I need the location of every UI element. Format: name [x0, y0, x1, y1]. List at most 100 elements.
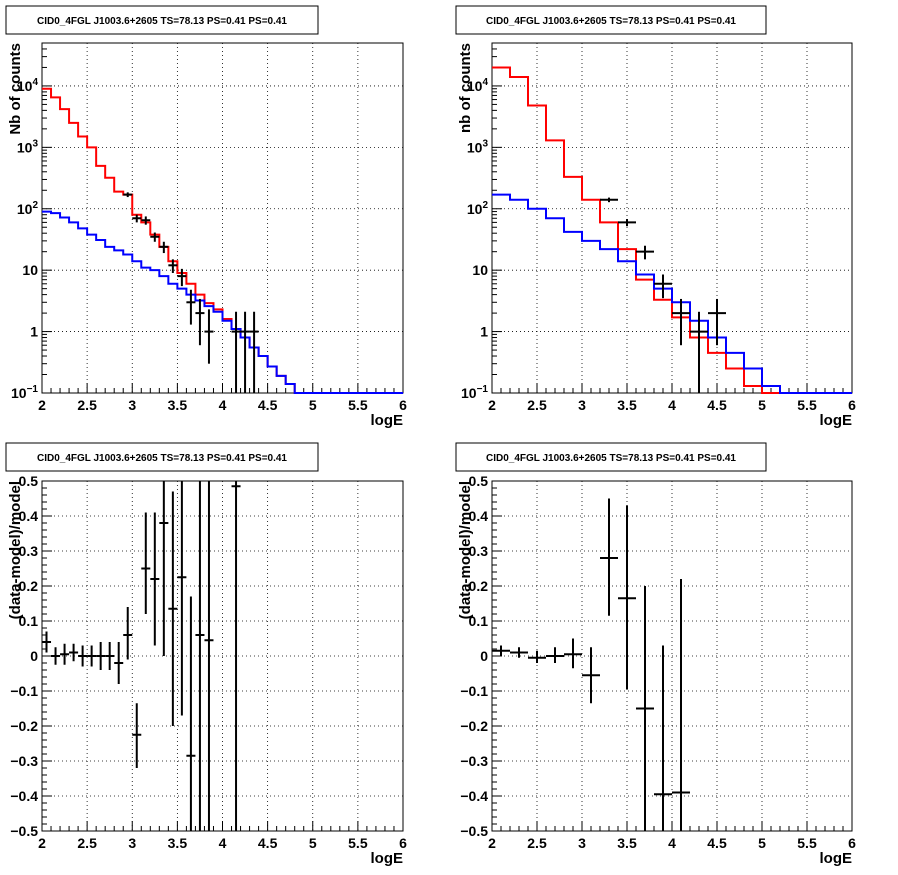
- x-tick-label: 5.5: [797, 397, 817, 413]
- data-point: [564, 638, 582, 669]
- data-point: [618, 219, 636, 227]
- y-tick-label: −0.3: [460, 753, 488, 769]
- y-axis-title: (data-model)/model: [457, 481, 474, 619]
- x-tick-label: 6: [848, 835, 856, 851]
- title-box: [455, 442, 767, 472]
- y-tick-label: 0.5: [469, 473, 489, 489]
- y-tick-label: −0.4: [10, 788, 38, 804]
- x-tick-label: 4.5: [258, 835, 278, 851]
- y-tick-label: 103: [467, 138, 489, 155]
- data-point: [42, 631, 52, 653]
- data-point: [177, 481, 187, 716]
- y-tick-label: −0.2: [10, 718, 38, 734]
- y-tick-label: −0.5: [10, 823, 38, 839]
- panel-top-right: CID0_4FGL J1003.6+2605 TS=78.13 PS=0.41 …: [455, 5, 856, 429]
- data-point: [141, 512, 151, 614]
- x-tick-label: 3.5: [617, 835, 637, 851]
- y-tick-label: 0.4: [19, 508, 39, 524]
- title-box: [5, 442, 319, 472]
- y-tick-label: 0.1: [469, 613, 489, 629]
- data-point: [654, 645, 672, 831]
- data-point: [240, 311, 250, 393]
- panel-bottom-right: CID0_4FGL J1003.6+2605 TS=78.13 PS=0.41 …: [455, 442, 856, 867]
- data-point: [654, 274, 672, 299]
- x-tick-label: 5: [758, 397, 766, 413]
- data-point: [96, 642, 106, 670]
- x-tick-label: 4: [219, 397, 227, 413]
- x-tick-label: 4: [668, 397, 676, 413]
- y-tick-label: 0.4: [469, 508, 489, 524]
- x-tick-label: 2: [38, 397, 46, 413]
- y-tick-label: −0.3: [10, 753, 38, 769]
- y-tick-label: 103: [17, 138, 39, 155]
- data-point: [195, 298, 205, 346]
- x-tick-label: 5: [309, 835, 317, 851]
- y-axis-title: Nb of counts: [7, 43, 24, 135]
- x-tick-label: 2.5: [77, 397, 97, 413]
- data-point: [159, 241, 169, 254]
- data-point: [636, 586, 654, 831]
- data-point: [123, 607, 133, 660]
- chart-title: CID0_4FGL J1003.6+2605 TS=78.13 PS=0.41 …: [37, 16, 287, 27]
- y-tick-label: 104: [17, 77, 39, 94]
- data-point: [168, 259, 178, 273]
- y-tick-label: 102: [17, 200, 39, 217]
- data-point: [60, 643, 70, 665]
- data-point: [231, 311, 241, 393]
- y-tick-label: 10−1: [11, 384, 38, 401]
- x-tick-label: 2.5: [527, 397, 547, 413]
- y-tick-label: −0.2: [460, 718, 488, 734]
- y-tick-label: 0.2: [469, 578, 489, 594]
- x-tick-label: 4.5: [707, 835, 727, 851]
- x-tick-label: 4: [219, 835, 227, 851]
- x-tick-label: 3: [578, 835, 586, 851]
- x-tick-label: 3: [578, 397, 586, 413]
- y-tick-label: 0: [30, 648, 38, 664]
- data-point: [636, 245, 654, 260]
- x-tick-label: 5: [309, 397, 317, 413]
- data-point: [672, 579, 690, 831]
- y-tick-label: 0.5: [19, 473, 39, 489]
- grid: [492, 43, 852, 393]
- x-tick-label: 2: [488, 397, 496, 413]
- x-tick-label: 4.5: [258, 397, 278, 413]
- y-tick-label: 10: [22, 262, 38, 278]
- data-point: [600, 498, 618, 616]
- grid: [42, 43, 403, 393]
- title-box: [455, 5, 767, 35]
- series-line-1: [492, 193, 852, 394]
- x-tick-label: 3.5: [168, 397, 188, 413]
- y-tick-label: 10−1: [461, 384, 488, 401]
- data-point: [78, 645, 88, 667]
- x-tick-label: 6: [848, 397, 856, 413]
- data-point: [69, 643, 79, 662]
- x-tick-label: 6: [399, 835, 407, 851]
- data-point: [492, 645, 510, 656]
- chart-title: CID0_4FGL J1003.6+2605 TS=78.13 PS=0.41 …: [486, 453, 736, 464]
- data-point: [708, 298, 726, 346]
- x-tick-label: 3: [128, 397, 136, 413]
- data-point: [528, 650, 546, 663]
- data-point: [204, 309, 214, 364]
- x-axis-title: logE: [820, 412, 853, 429]
- x-tick-label: 2: [488, 835, 496, 851]
- y-axis-title: nb of counts: [457, 43, 474, 133]
- data-point: [195, 481, 205, 831]
- y-tick-label: 0.1: [19, 613, 39, 629]
- x-tick-label: 5.5: [348, 397, 368, 413]
- y-tick-label: 0.3: [19, 543, 39, 559]
- series-line-0: [492, 66, 852, 394]
- chart-title: CID0_4FGL J1003.6+2605 TS=78.13 PS=0.41 …: [37, 453, 287, 464]
- chart-title: CID0_4FGL J1003.6+2605 TS=78.13 PS=0.41 …: [486, 16, 736, 27]
- data-point: [132, 703, 142, 768]
- data-point: [123, 192, 133, 198]
- y-tick-label: −0.5: [460, 823, 488, 839]
- x-tick-label: 3.5: [168, 835, 188, 851]
- data-point: [618, 505, 636, 690]
- data-point: [132, 214, 142, 223]
- y-axis-title: (data-model)/model: [7, 481, 24, 619]
- y-tick-label: 104: [467, 77, 489, 94]
- data-point: [186, 289, 196, 325]
- series-line-1: [42, 210, 403, 394]
